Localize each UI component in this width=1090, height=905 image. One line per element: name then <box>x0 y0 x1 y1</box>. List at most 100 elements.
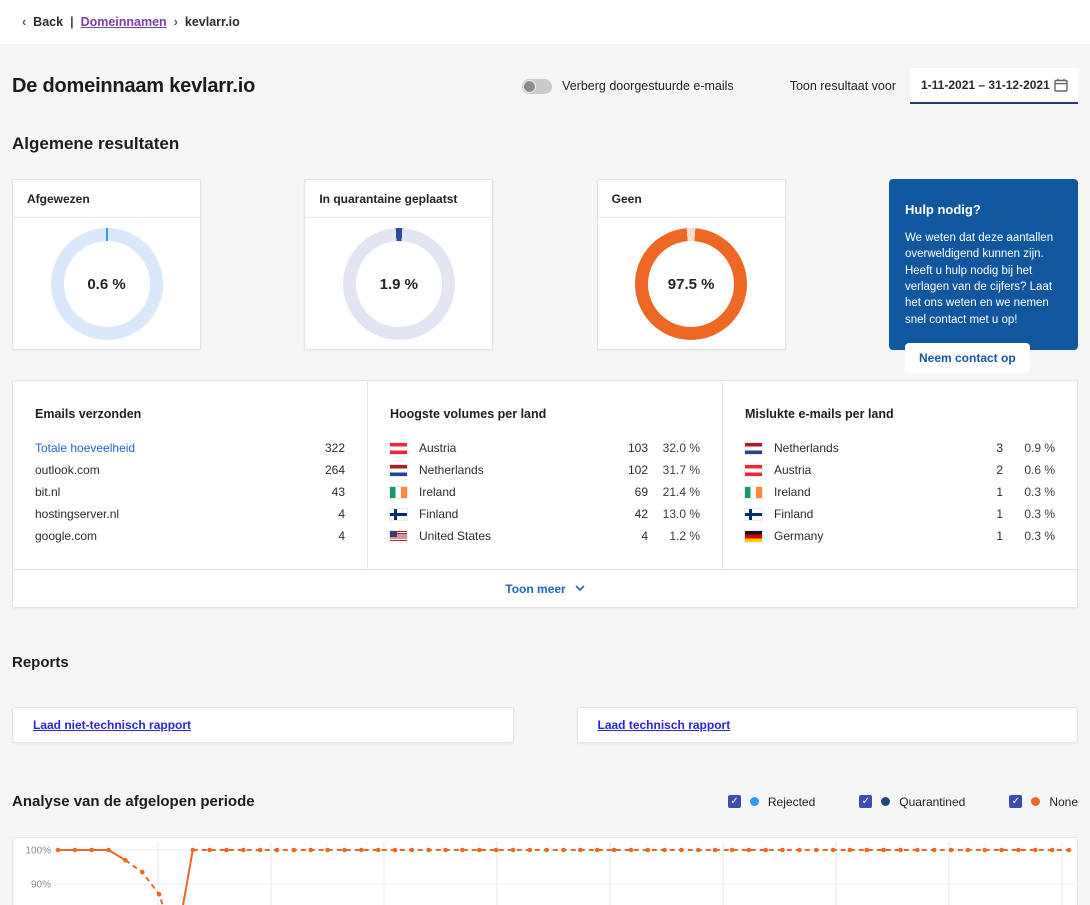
sender-count: 4 <box>338 529 345 543</box>
report-card-nontechnical: Laad niet-technisch rapport <box>12 707 514 743</box>
country-percent: 21.4 % <box>662 485 700 499</box>
country-percent: 0.3 % <box>1024 485 1055 499</box>
country-percent: 0.3 % <box>1024 529 1055 543</box>
table-row: Germany 1 0.3 % <box>745 525 1055 547</box>
sender-label: hostingserver.nl <box>35 507 120 521</box>
country-count: 4 <box>641 529 648 543</box>
donut-hole <box>648 241 735 327</box>
nl-flag-icon <box>390 464 407 476</box>
table-row: Finland 42 13.0 % <box>390 503 700 525</box>
statistics-panel: Emails verzonden Totale hoeveelheid 322 ou… <box>12 380 1078 608</box>
report-card-technical: Laad technisch rapport <box>576 707 1078 743</box>
at-flag-icon <box>390 442 407 454</box>
country-label: Finland <box>419 507 459 521</box>
analysis-header-row: Analyse van de afgelopen periode ✓ Reject… <box>12 793 1078 810</box>
breadcrumb-separator: | <box>70 15 74 29</box>
donut-value: 0.6 % <box>87 275 126 293</box>
page-header: De domeinnaam kevlarr.io Verberg doorges… <box>12 68 1078 104</box>
analysis-line-chart: 100% 90% <box>12 837 1078 905</box>
legend-item-none: ✓ None <box>1009 795 1078 809</box>
country-label: Netherlands <box>774 441 839 455</box>
date-range-picker[interactable]: 1-11-2021 – 31-12-2021 <box>910 68 1078 104</box>
date-range-label: Toon resultaat voor <box>789 79 896 93</box>
country-label: Ireland <box>419 485 456 499</box>
back-link[interactable]: Back <box>33 15 64 29</box>
de-flag-icon <box>745 530 762 542</box>
section-title-analysis: Analyse van de afgelopen periode <box>12 793 255 810</box>
line-chart-svg: 100% 90% <box>25 842 1073 905</box>
country-percent: 0.9 % <box>1024 441 1055 455</box>
load-technical-report-link[interactable]: Laad technisch rapport <box>597 718 731 732</box>
toggle-knob <box>523 79 537 93</box>
help-body: We weten dat deze aantallen overweldigen… <box>904 232 1054 326</box>
ie-flag-icon <box>390 486 407 498</box>
sender-count: 43 <box>331 485 345 499</box>
breadcrumb-current: kevlarr.io <box>184 15 240 29</box>
country-label: Ireland <box>774 485 811 499</box>
legend-checkbox-none[interactable]: ✓ <box>1009 795 1023 808</box>
toggle-label: Verberg doorgestuurde e-mails <box>562 79 734 93</box>
sender-label: bit.nl <box>35 485 61 499</box>
country-label: Austria <box>774 463 812 477</box>
table-row: Finland 1 0.3 % <box>745 503 1055 525</box>
section-title-reports: Reports <box>12 654 69 671</box>
table-row: Austria 2 0.6 % <box>745 459 1055 481</box>
metric-card-quarantined: In quarantaine geplaatst 1.9 % <box>304 179 494 350</box>
svg-text:90%: 90% <box>31 880 51 891</box>
calendar-icon <box>1054 78 1068 92</box>
country-percent: 0.6 % <box>1024 463 1055 477</box>
country-count: 1 <box>996 529 1003 543</box>
country-count: 2 <box>996 463 1003 477</box>
legend-checkbox-quarantined[interactable]: ✓ <box>859 795 873 808</box>
hide-forwarded-toggle[interactable] <box>522 78 553 94</box>
at-flag-icon <box>745 464 762 476</box>
metric-card-title: Afgewezen <box>13 180 200 218</box>
country-label: Germany <box>774 529 824 543</box>
load-nontechnical-report-link[interactable]: Laad niet-technisch rapport <box>33 718 192 732</box>
donut-value: 97.5 % <box>667 275 715 293</box>
country-label: United States <box>419 529 492 543</box>
table-row: outlook.com 264 <box>35 459 345 481</box>
help-title: Hulp nodig? <box>904 202 981 217</box>
country-label: Austria <box>419 441 457 455</box>
donut-chart-quarantined: 1.9 % <box>342 228 455 340</box>
show-more-button[interactable]: Toon meer <box>13 569 1077 607</box>
contact-button[interactable]: Neem contact op <box>904 342 1030 373</box>
legend-label: Quarantined <box>899 794 966 809</box>
country-percent: 32.0 % <box>662 441 700 455</box>
country-count: 1 <box>996 507 1003 521</box>
us-flag-icon <box>390 530 407 542</box>
legend-checkbox-rejected[interactable]: ✓ <box>727 795 741 808</box>
chevron-down-icon <box>575 585 585 591</box>
legend-dot-icon <box>749 797 759 806</box>
volumes-by-country-column: Hoogste volumes per land Austria 103 32.0 … <box>367 381 722 569</box>
help-panel: Hulp nodig? We weten dat deze aantallen … <box>888 179 1078 373</box>
country-count: 103 <box>627 441 648 455</box>
breadcrumb-parent-link[interactable]: Domeinnamen <box>80 15 167 29</box>
donut-chart-rejected: 0.6 % <box>50 228 163 340</box>
total-amount-link[interactable]: Totale hoeveelheid <box>35 441 136 455</box>
fi-flag-icon <box>390 508 407 520</box>
country-percent: 0.3 % <box>1024 507 1055 521</box>
table-row: Totale hoeveelheid 322 <box>35 437 345 459</box>
column-title: Hoogste volumes per land <box>390 407 547 421</box>
country-label: Finland <box>774 507 814 521</box>
table-row: bit.nl 43 <box>35 481 345 503</box>
svg-text:100%: 100% <box>25 846 51 857</box>
metric-card-title: Geen <box>597 180 785 218</box>
ie-flag-icon <box>745 486 762 498</box>
legend-dot-icon <box>1031 797 1041 806</box>
country-percent: 31.7 % <box>662 463 700 477</box>
breadcrumb-chevron-icon: › <box>173 15 178 29</box>
legend-item-quarantined: ✓ Quarantined <box>859 795 965 809</box>
country-percent: 1.2 % <box>669 529 700 543</box>
legend-label: Rejected <box>767 794 816 809</box>
donut-hole <box>63 241 150 327</box>
table-row: Ireland 1 0.3 % <box>745 481 1055 503</box>
reports-row: Laad niet-technisch rapport Laad technis… <box>12 707 1078 743</box>
legend-label: None <box>1049 794 1078 809</box>
country-count: 1 <box>996 485 1003 499</box>
section-title-general: Algemene resultaten <box>12 134 180 153</box>
chart-legend: ✓ Rejected ✓ Quarantined ✓ None <box>727 794 1078 809</box>
table-row: hostingserver.nl 4 <box>35 503 345 525</box>
